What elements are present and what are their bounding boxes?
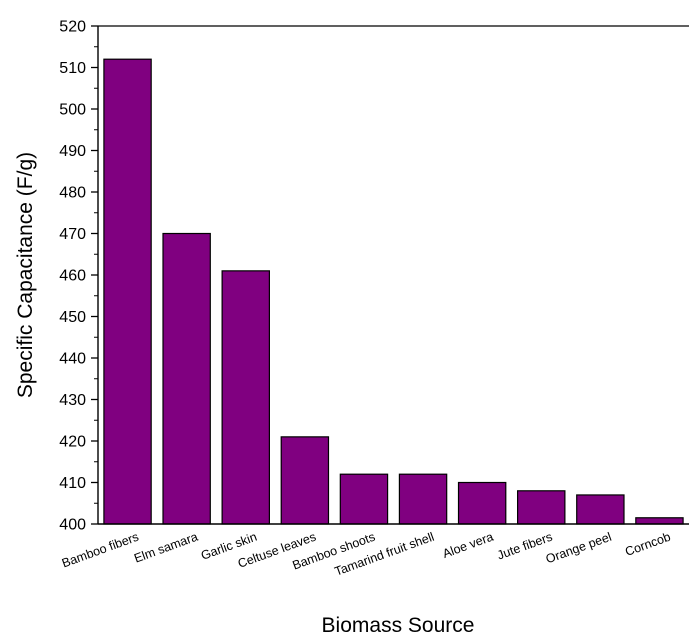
y-tick-label: 500 <box>59 102 86 119</box>
y-tick-label: 400 <box>59 517 86 534</box>
y-ticks-group: 400 410 420 430 440 450 460 470 480 490 500 510 520 <box>59 19 98 534</box>
x-tick-label: Corncob <box>623 530 672 559</box>
y-tick-label: 460 <box>59 268 86 285</box>
bar-jute-fibers <box>517 490 566 525</box>
bar-aloe-vera <box>457 481 507 525</box>
y-tick-label: 480 <box>59 185 86 202</box>
y-tick-label: 420 <box>59 434 86 451</box>
bar-garlic-skin <box>221 270 270 525</box>
bar-bamboo-fibers <box>103 58 152 525</box>
x-tick-label: Elm samara <box>132 530 199 566</box>
y-tick-label: 470 <box>59 226 86 243</box>
x-tick-label: Bamboo fibers <box>60 530 141 571</box>
y-tick-label: 440 <box>59 351 86 368</box>
bar-orange-peel <box>576 494 625 525</box>
bar-bamboo-shoots <box>339 473 389 525</box>
bar-celtuse-leaves <box>280 436 330 525</box>
y-tick-label: 520 <box>59 19 86 36</box>
bars-group <box>103 58 684 525</box>
x-tick-label: Orange peel <box>544 530 613 567</box>
x-tick-label: Aloe vera <box>441 530 495 561</box>
y-axis-title: Specific Capacitance (F/g) <box>14 152 37 398</box>
bar-corncob <box>635 517 684 525</box>
bar-tamarind-fruit-shell <box>398 473 448 525</box>
y-tick-label: 410 <box>59 475 86 492</box>
y-tick-label: 450 <box>59 309 86 326</box>
y-tick-label: 510 <box>59 60 86 77</box>
y-tick-label: 490 <box>59 143 86 160</box>
x-tick-label: Tamarind fruit shell <box>333 530 436 579</box>
y-tick-label: 430 <box>59 392 86 409</box>
x-axis-title: Biomass Source <box>322 614 475 635</box>
bar-elm-samara <box>162 232 211 525</box>
